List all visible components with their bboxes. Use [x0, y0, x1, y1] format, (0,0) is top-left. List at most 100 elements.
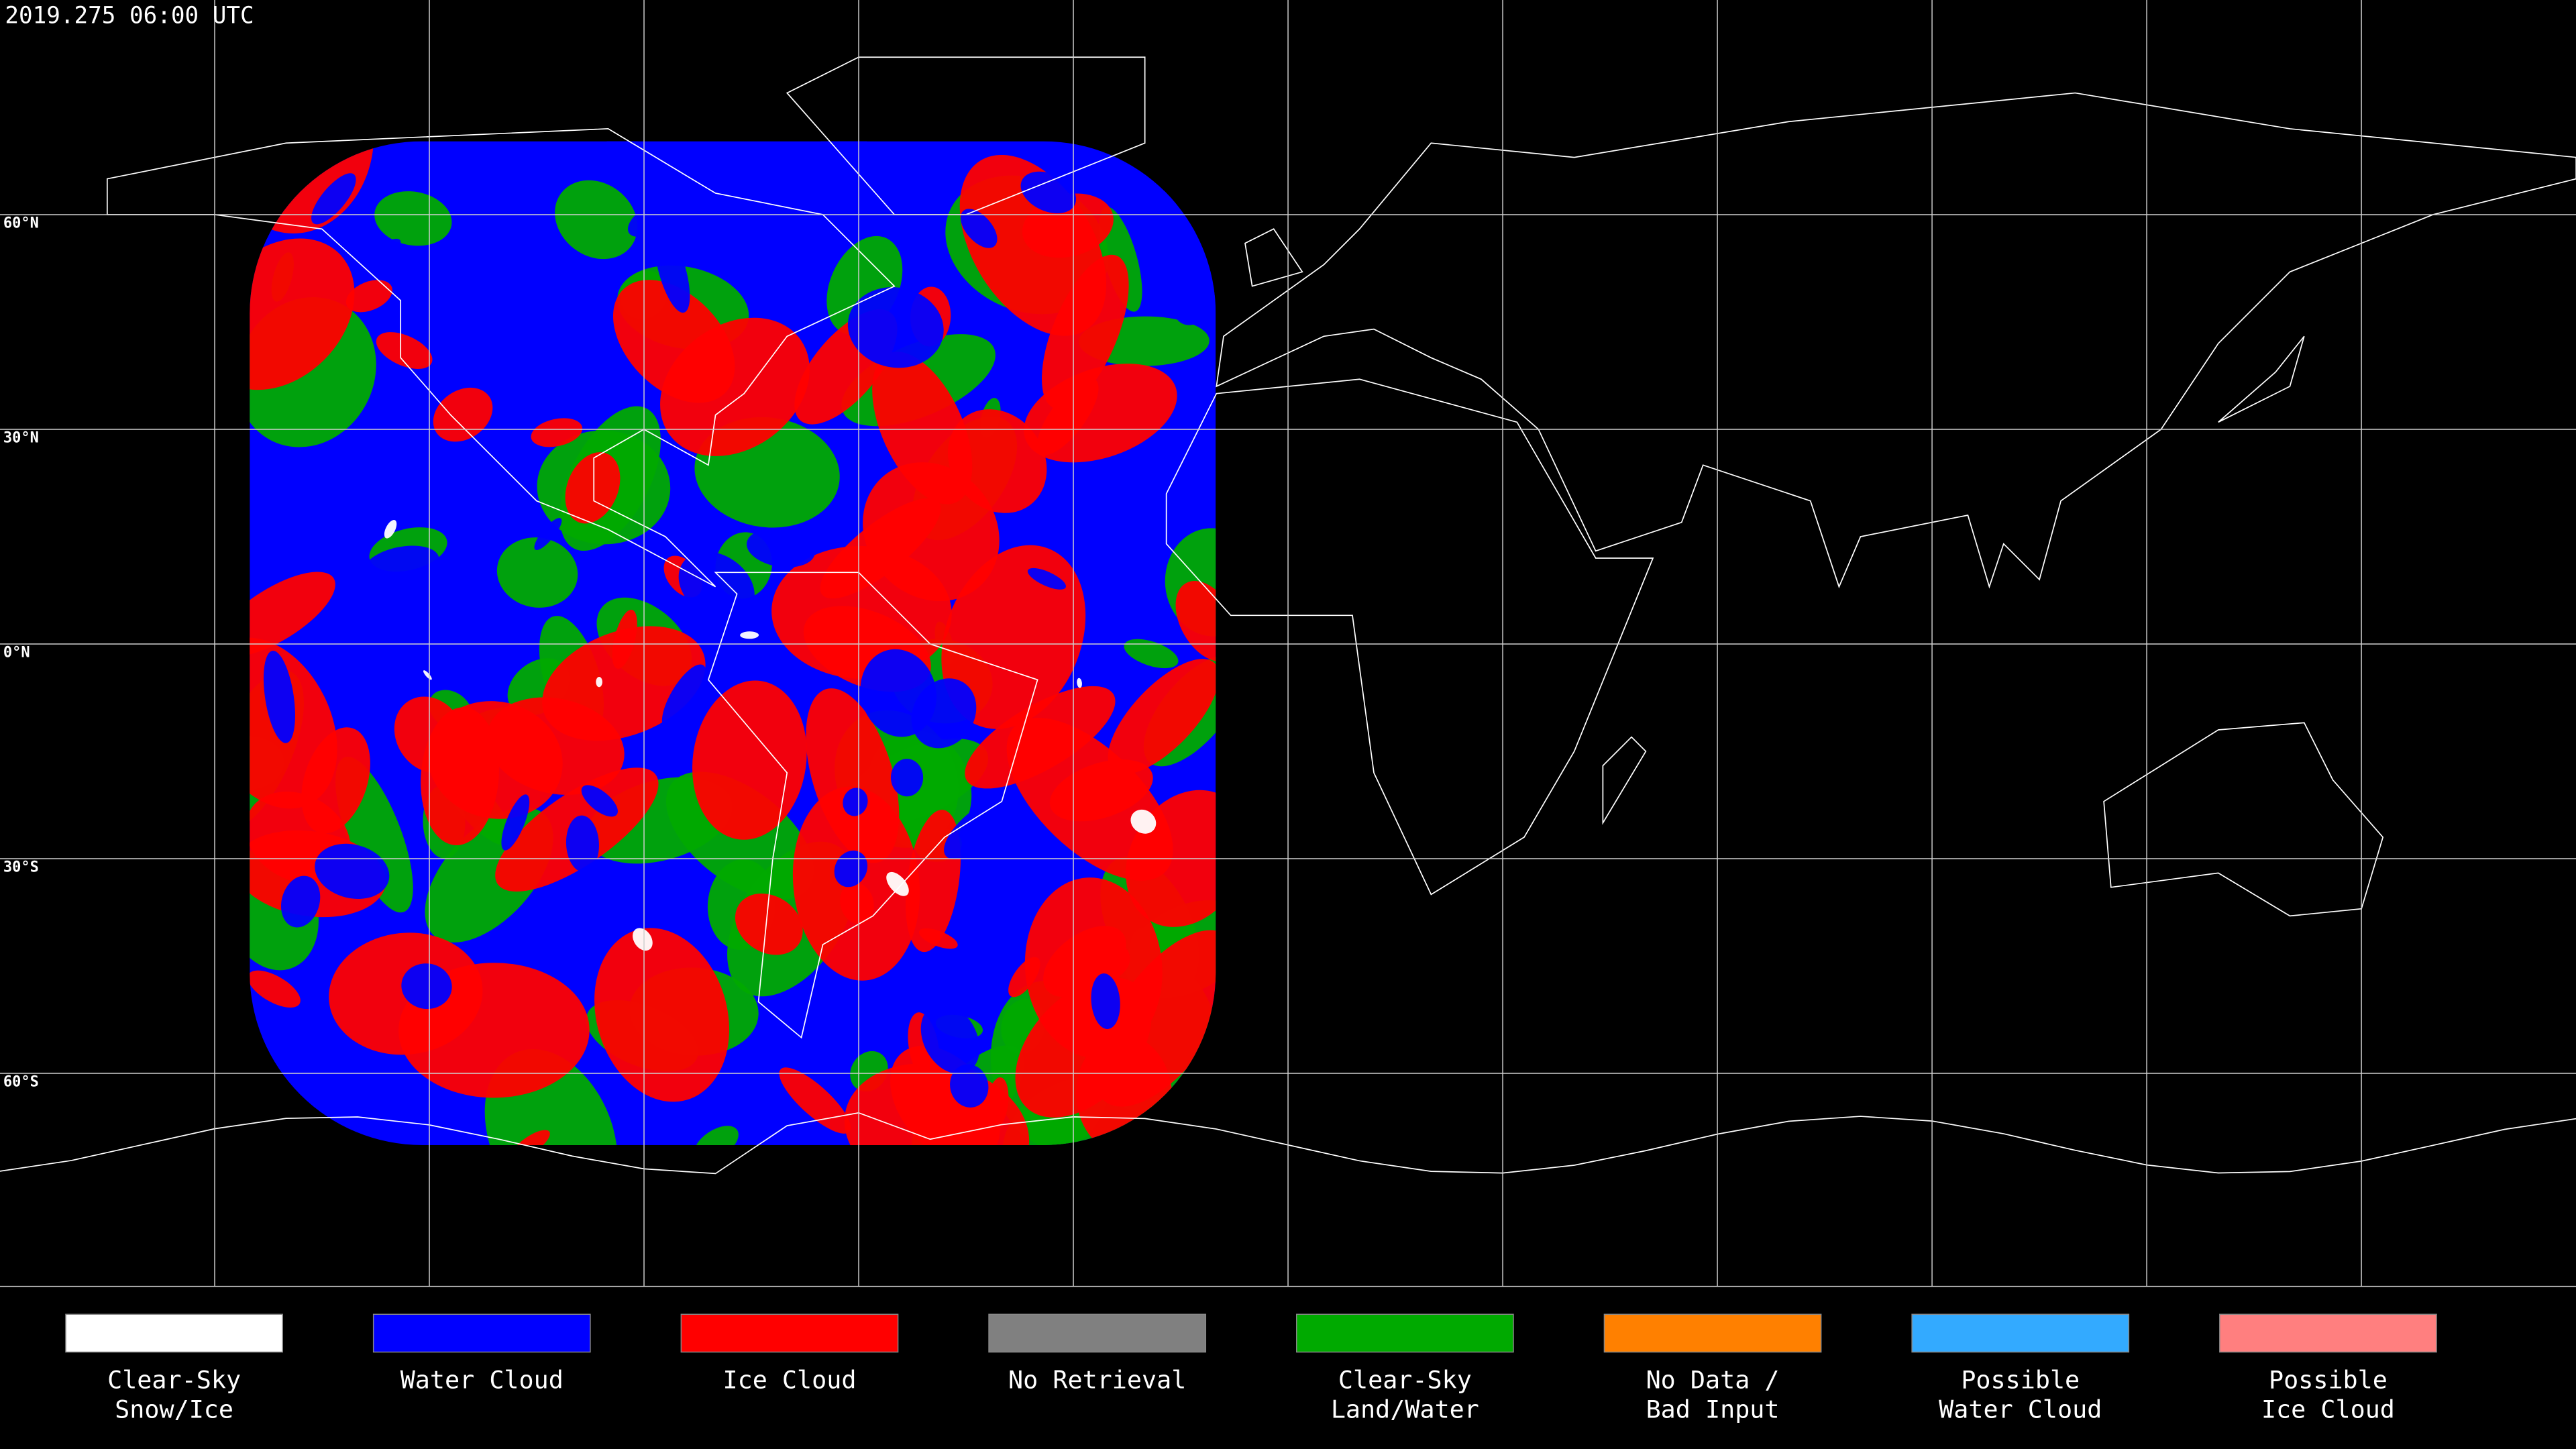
latitude-label: 30°S [3, 859, 39, 876]
cloud-patch [376, 332, 433, 369]
cloud-patch [363, 545, 439, 585]
cloud-patch [596, 677, 602, 688]
cloud-patch [847, 287, 944, 368]
cloud-patch [950, 1064, 989, 1108]
cloud-patch [920, 1004, 980, 1074]
cloud-patch [311, 173, 356, 225]
legend-swatch [988, 1313, 1207, 1353]
legend-label: Clear-Sky [107, 1365, 241, 1394]
cloud-patch [1020, 171, 1077, 213]
cloud-patch [1006, 718, 1173, 881]
cloud-patch [820, 141, 869, 164]
latitude-label: 60°N [3, 215, 39, 232]
legend-label: Possible [2269, 1365, 2387, 1394]
cloud-patch [496, 537, 578, 608]
cloud-patch [250, 238, 355, 390]
cloud-patch [1175, 580, 1216, 662]
legend-swatch [2219, 1313, 2437, 1353]
cloud-patch [890, 759, 924, 797]
cloud-patch [960, 209, 998, 248]
satellite-swath [250, 141, 1216, 1145]
coastline [106, 128, 896, 588]
cloud-patch [1077, 678, 1082, 688]
cloud-patch [1036, 378, 1099, 455]
latitude-label: 0°N [3, 645, 30, 661]
cloud-patch [1130, 809, 1157, 834]
cloud-patch [263, 651, 295, 743]
legend-label: Ice Cloud [2261, 1395, 2395, 1424]
cloud-patch [606, 141, 647, 176]
cloud-patch [250, 970, 301, 1008]
cloud-patch [747, 529, 816, 568]
cloud-patch [551, 337, 580, 350]
legend-swatch [680, 1313, 899, 1353]
cloud-patch [555, 180, 638, 260]
cloud-patch [860, 649, 937, 737]
cloud-patch [486, 697, 625, 795]
coastline [2218, 335, 2305, 423]
cloud-patch [315, 843, 390, 900]
cloud-patch [511, 1130, 550, 1145]
latitude-label: 60°S [3, 1074, 39, 1091]
coastline [707, 572, 1038, 1039]
cloud-patch [566, 815, 599, 873]
legend-swatch [1911, 1313, 2130, 1353]
cloud-patch [843, 788, 868, 816]
legend-label: No Retrieval [1008, 1365, 1186, 1394]
coastline [1602, 736, 1647, 825]
latitude-label: 30°N [3, 430, 39, 447]
cloud-patch [735, 893, 803, 955]
legend-label: Ice Cloud [722, 1365, 856, 1394]
cloud-patch [531, 418, 583, 447]
cloud-patch [840, 882, 874, 924]
coastline [1165, 378, 1654, 896]
cloud-patch [820, 498, 941, 599]
cloud-patch [986, 1077, 1009, 1130]
legend-swatch [65, 1313, 283, 1353]
cloud-patch [581, 785, 618, 817]
cloud-patch [944, 796, 1016, 859]
legend-swatch [1296, 1313, 1514, 1353]
legend-label: Clear-Sky [1338, 1365, 1472, 1394]
cloud-patch [941, 545, 1086, 729]
legend-label: Water Cloud [400, 1365, 564, 1394]
cloud-patch [740, 631, 759, 639]
legend-swatch [372, 1313, 591, 1353]
cloud-patch [1091, 973, 1120, 1029]
cloud-patch [594, 928, 730, 1102]
cloud-patch [694, 1126, 739, 1145]
cloud-patch [1124, 639, 1179, 669]
cloud-patch [1008, 957, 1040, 998]
cloud-patch [1108, 659, 1216, 775]
cloud-patch [1027, 568, 1067, 590]
cloud-patch [886, 871, 909, 896]
cloud-patch [250, 572, 335, 657]
graticule [0, 0, 2576, 1287]
timestamp: 2019.275 06:00 UTC [5, 2, 254, 29]
legend-label: Land/Water [1331, 1395, 1479, 1424]
cloud-patch [280, 875, 321, 928]
cloud-patch [918, 928, 958, 949]
cloud-patch [433, 387, 493, 442]
cloud-patch [1042, 254, 1129, 409]
cloud-patch [565, 452, 621, 524]
legend-swatch [1603, 1313, 1822, 1353]
coastline [1244, 228, 1303, 287]
cloud-patch [947, 409, 1047, 513]
legend-label: Bad Input [1646, 1395, 1780, 1424]
cloud-patch [501, 794, 530, 851]
cloud-patch [692, 680, 807, 840]
cloud-patch [384, 520, 397, 539]
coastline [1216, 92, 2576, 589]
cloud-patch [356, 238, 401, 278]
cloud-patch [534, 518, 562, 550]
cloud-patch [250, 637, 337, 809]
cloud-patch [401, 963, 452, 1010]
cloud-patch [341, 612, 404, 634]
cloud-patch [421, 707, 499, 845]
cloud-patch [627, 203, 671, 237]
cloud-patch [301, 727, 370, 834]
cloud-patch [345, 280, 392, 313]
